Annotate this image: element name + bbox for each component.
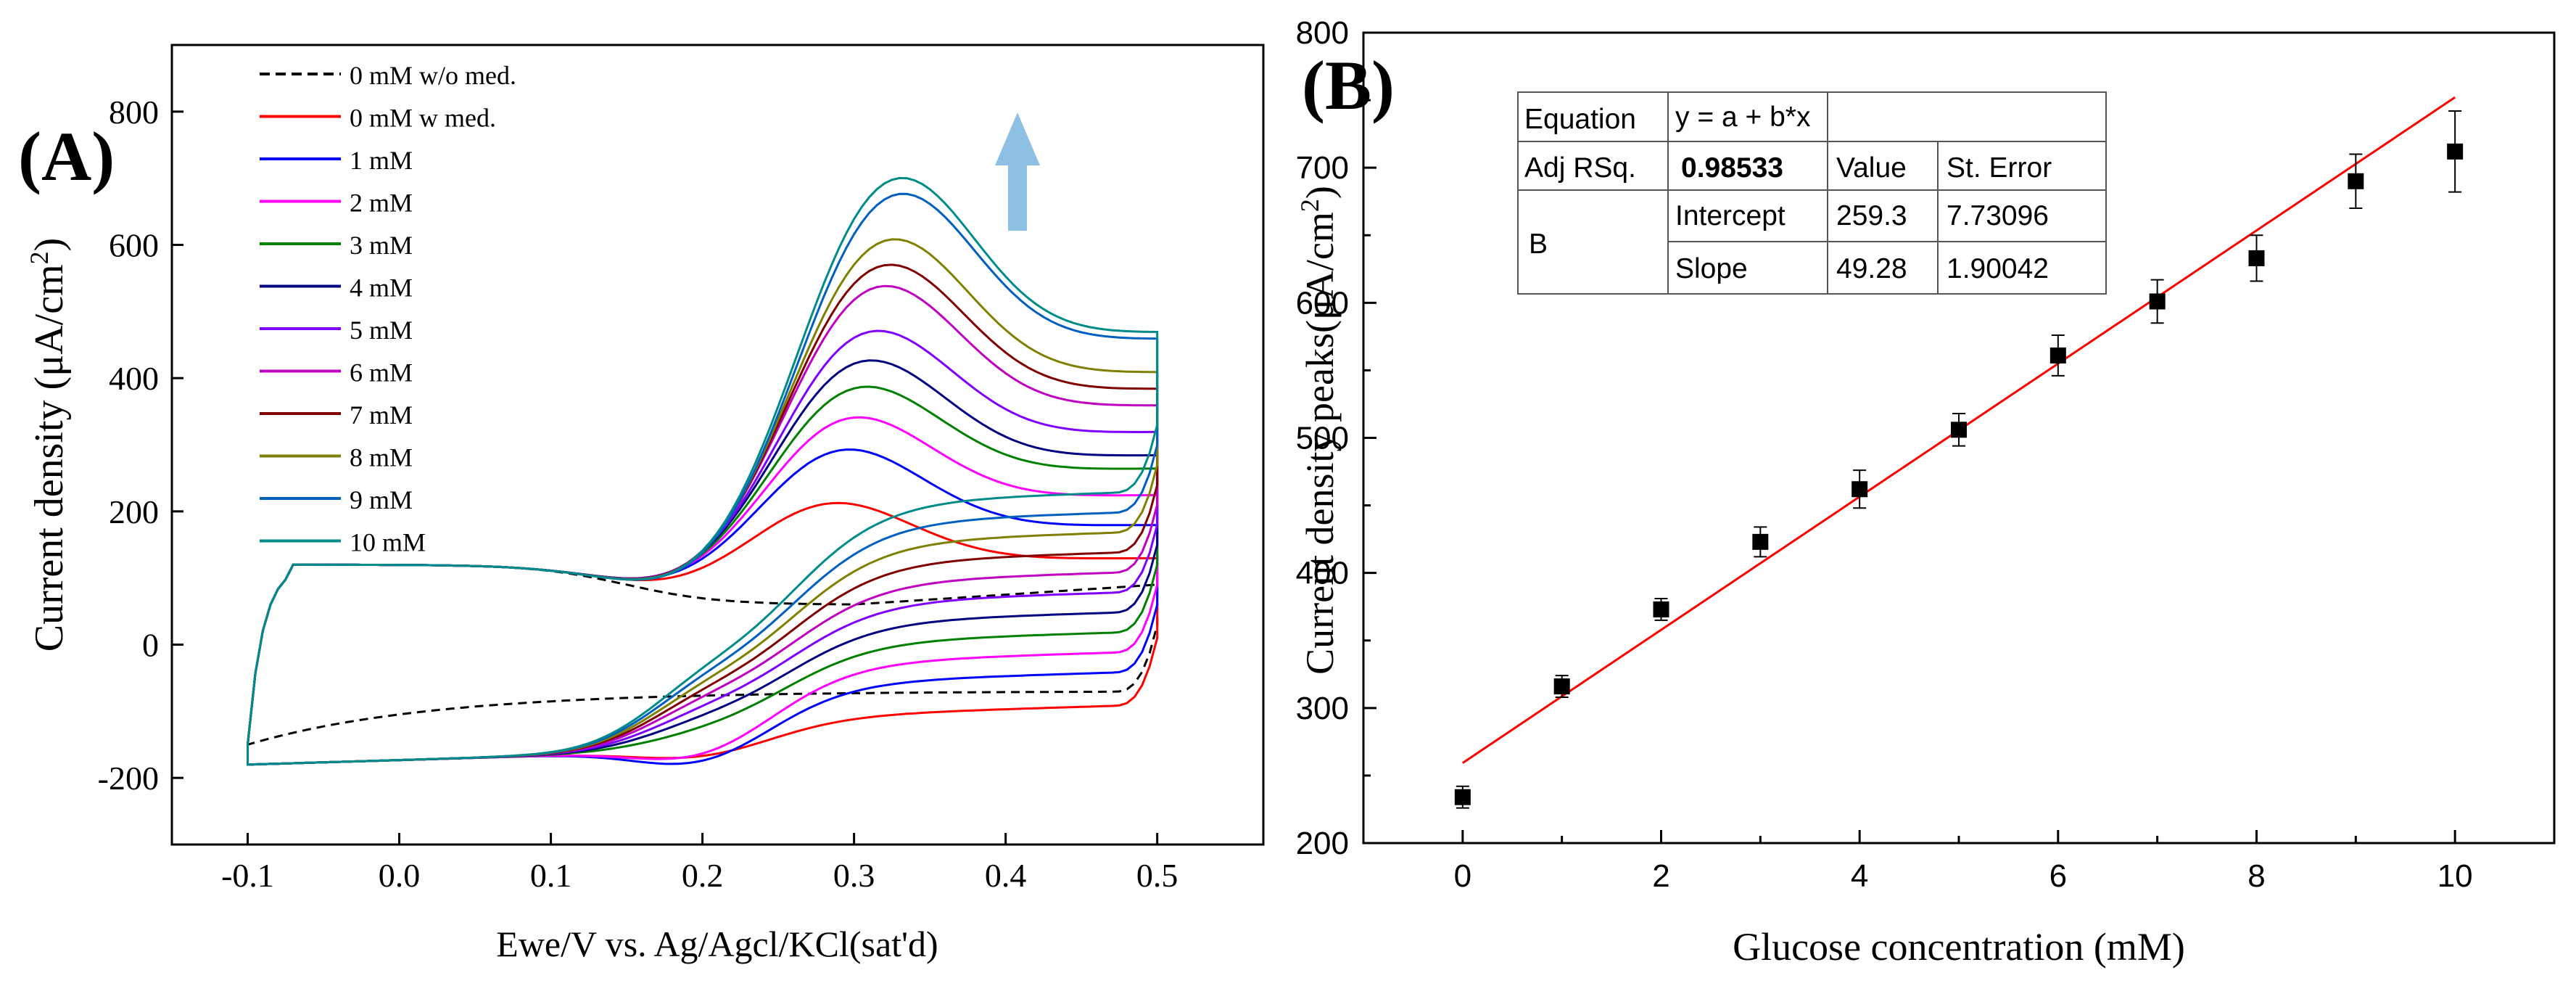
legend-label-1: 0 mM w med. [350,104,496,133]
table-adjr-label: Adj RSq. [1524,152,1636,184]
data-point-9 [2348,153,2364,210]
marker-square [1852,481,1868,498]
cv-curve-11 [247,176,1159,766]
calibration-chart: (B) 0 2 4 6 8 10 200 300 400 500 600 700 800 Equatio… [1295,15,2556,969]
x-tick-label-b: 10 [2437,858,2473,894]
marker-square [1653,601,1669,617]
x-tick-label-b: 6 [2049,858,2067,894]
data-point-3 [1752,526,1769,558]
marker-square [2348,173,2364,189]
table-equation-label: Equation [1524,104,1636,135]
table-error-header: St. Error [1947,152,2052,184]
calibration-plot [1454,96,2464,809]
y-axis-title-b-sup: 2 [1295,199,1324,212]
axis-ticks-b: 0 2 4 6 8 10 200 300 400 500 600 700 800 [1296,15,2556,894]
data-point-2 [1653,598,1669,621]
x-tick-label-b: 8 [2247,858,2265,894]
y-axis-title-a-end: ) [27,238,72,252]
panel-label-b: (B) [1302,46,1395,124]
table-intercept-value: 259.3 [1836,200,1907,231]
x-tick-label-b: 4 [1851,858,1868,894]
table-group-label: B [1529,229,1548,260]
y-tick-label-a: 0 [142,627,159,664]
y-tick-label-b: 400 [1296,556,1349,591]
data-point-0 [1454,785,1471,809]
y-axis-title-b: Current density peaks(μA/cm2) [1295,186,1342,675]
data-point-6 [2049,334,2066,377]
table-intercept-label: Intercept [1675,200,1786,231]
y-tick-label-b: 200 [1296,826,1349,861]
y-axis-title-a-main: Current density (μA/cm [27,264,72,652]
marker-square [2149,293,2166,310]
x-tick-label-a: 0.4 [985,857,1027,894]
legend-label-6: 5 mM [350,316,413,345]
table-equation-value: y = a + b*x [1675,102,1811,133]
cv-curves [246,176,1159,766]
y-tick-label-b: 700 [1296,150,1349,186]
x-tick-label-a: 0.0 [379,857,421,894]
y-tick-label-a: -200 [98,760,159,797]
data-point-8 [2248,234,2265,282]
y-tick-label-a: 800 [109,94,159,131]
legend-label-5: 4 mM [350,274,413,303]
x-tick-label-a: 0.2 [682,857,724,894]
axis-ticks-a: -0.1 0.0 0.1 0.2 0.3 0.4 0.5 -200 0 200 400 600 800 [98,94,1178,894]
x-tick-label-a: -0.1 [221,857,274,894]
x-tick-label-a: 0.1 [530,857,572,894]
plot-frame-a [170,44,1265,846]
increase-arrow-icon [995,112,1040,231]
data-point-10 [2447,110,2464,193]
y-axis-title-a: Current density (μA/cm2) [25,238,72,652]
legend-label-2: 1 mM [350,146,413,175]
y-tick-label-b: 600 [1296,285,1349,321]
x-tick-label-a: 0.3 [833,857,875,894]
legend-label-11: 10 mM [350,528,426,557]
y-axis-title-a-sup: 2 [25,251,54,264]
x-tick-label-b: 0 [1454,858,1471,894]
table-intercept-error: 7.73096 [1947,200,2049,231]
legend-label-10: 9 mM [350,485,413,514]
marker-square [1752,533,1769,550]
table-slope-error: 1.90042 [1947,253,2049,284]
data-point-7 [2149,279,2166,324]
legend-a: 0 mM w/o med. 0 mM w med. 1 mM 2 mM 3 mM 4 mM… [260,61,516,557]
y-tick-label-a: 200 [109,493,159,530]
marker-square [2049,347,2066,363]
marker-square [1553,678,1570,695]
y-tick-label-b: 300 [1296,691,1349,726]
marker-square [1454,789,1471,805]
x-axis-title-a: Ewe/V vs. Ag/Agcl/KCl(sat'd) [496,924,938,964]
y-tick-label-b: 500 [1296,421,1349,456]
y-tick-label-b: 800 [1296,15,1349,51]
panel-label-a: (A) [18,118,115,195]
legend-label-7: 6 mM [350,358,413,387]
fit-table: Equation y = a + b*x Adj RSq. 0.98533 Va… [1517,91,2107,295]
table-value-header: Value [1836,152,1907,184]
marker-square [1951,422,1967,438]
table-slope-label: Slope [1675,253,1748,284]
legend-label-3: 2 mM [350,189,413,218]
marker-square [2248,250,2265,266]
marker-square [2447,143,2464,160]
table-adjr-value: 0.98533 [1681,152,1783,184]
legend-label-4: 3 mM [350,231,413,260]
y-tick-label-a: 400 [109,360,159,397]
x-axis-title-b: Glucose concentration (mM) [1733,925,2185,969]
y-tick-label-a: 600 [109,227,159,264]
data-point-5 [1951,412,1967,447]
cv-chart: (A) -0.1 0.0 0.1 0.2 0.3 0.4 0.5 -200 0 200 400 600… [18,44,1265,964]
table-slope-value: 49.28 [1836,253,1907,284]
y-axis-title-b-main: Current density peaks(μA/cm [1298,212,1342,675]
data-point-1 [1553,675,1570,698]
x-tick-label-a: 0.5 [1136,857,1178,894]
y-axis-title-b-end: ) [1298,186,1342,199]
x-tick-label-b: 2 [1652,858,1669,894]
legend-label-8: 7 mM [350,400,413,430]
legend-label-9: 8 mM [350,443,413,472]
data-point-4 [1852,469,1868,509]
legend-label-0: 0 mM w/o med. [350,61,516,90]
